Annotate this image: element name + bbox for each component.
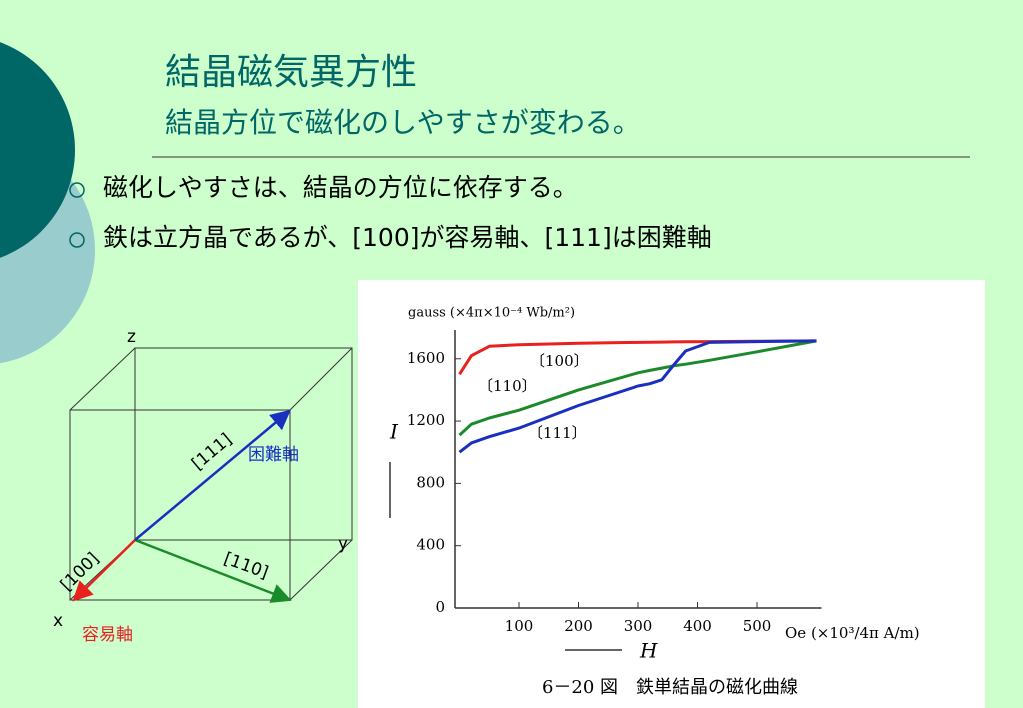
x-axis-label: H bbox=[639, 639, 658, 663]
direction-note: 困難軸 bbox=[248, 445, 299, 465]
cube-edge bbox=[289, 347, 353, 411]
y-axis-label: I bbox=[389, 420, 399, 444]
bullet-marker bbox=[69, 232, 85, 248]
series-label: 〔110〕 bbox=[478, 377, 537, 395]
bullet: 磁化しやすさは、結晶の方位に依存する。 bbox=[103, 173, 578, 202]
direction-arrow bbox=[134, 538, 292, 603]
chart-caption: 6－20 図 鉄単結晶の磁化曲線 bbox=[542, 677, 798, 698]
slide-title: 結晶磁気異方性 bbox=[165, 52, 417, 93]
curve bbox=[458, 339, 817, 454]
x-tick-label: 400 bbox=[683, 617, 712, 635]
bullet: 鉄は立方晶であるが、[100]が容易軸、[111]は困難軸 bbox=[103, 223, 712, 252]
x-tick-label: 300 bbox=[624, 617, 653, 635]
cube-edge bbox=[289, 539, 353, 601]
curve bbox=[458, 339, 817, 437]
direction-arrow bbox=[72, 539, 136, 602]
x-tick-label: 500 bbox=[743, 617, 772, 635]
y-tick-label: 1200 bbox=[407, 411, 445, 429]
chart: 0 400 800 1200 1600 100 200 300 400 500 gauss (×4π… bbox=[389, 306, 920, 699]
x-unit: Oe (×10³/4π A/m) bbox=[785, 624, 920, 642]
y-tick-label: 400 bbox=[416, 536, 445, 554]
y-unit: gauss (×4π×10⁻⁴ Wb/m²) bbox=[408, 306, 575, 321]
axis-label: x bbox=[53, 611, 63, 631]
deco-circle-dark bbox=[0, 42, 75, 258]
series-label: 〔100〕 bbox=[530, 352, 589, 370]
x-tick-label: 100 bbox=[505, 617, 534, 635]
x-tick-label: 200 bbox=[564, 617, 593, 635]
axis-label: z bbox=[127, 327, 136, 347]
y-tick-label: 800 bbox=[416, 473, 445, 491]
axis-label: y bbox=[338, 534, 348, 554]
direction-note: 容易軸 bbox=[82, 625, 133, 645]
slide-subtitle: 結晶方位で磁化のしやすさが変わる。 bbox=[165, 106, 641, 139]
series-label: 〔111〕 bbox=[528, 424, 587, 442]
bullet-marker bbox=[69, 182, 85, 198]
direction-arrow bbox=[134, 409, 291, 541]
y-tick-label: 0 bbox=[435, 598, 445, 616]
cube-edge bbox=[69, 347, 136, 411]
chart-panel bbox=[358, 280, 985, 708]
y-tick-label: 1600 bbox=[407, 349, 445, 367]
cube bbox=[69, 347, 353, 601]
